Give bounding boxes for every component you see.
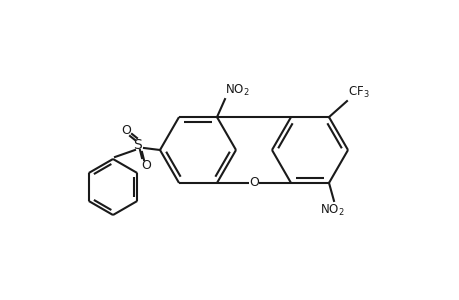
Text: S: S xyxy=(133,138,142,152)
Text: NO$_2$: NO$_2$ xyxy=(224,83,249,98)
Text: CF$_3$: CF$_3$ xyxy=(347,85,369,100)
Text: O: O xyxy=(121,124,131,136)
Text: NO$_2$: NO$_2$ xyxy=(319,203,343,218)
Text: O: O xyxy=(248,176,258,189)
Text: O: O xyxy=(141,158,151,172)
